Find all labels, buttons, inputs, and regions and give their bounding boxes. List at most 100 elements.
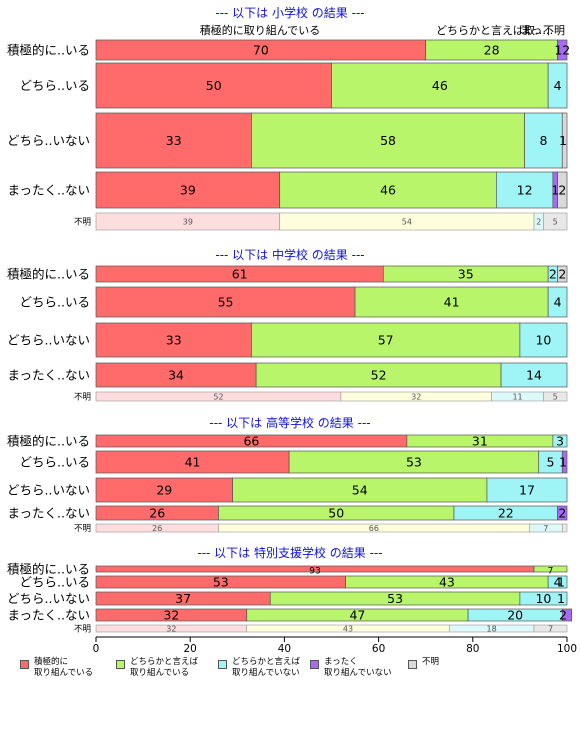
data-label: 39	[180, 183, 196, 198]
data-label: 32	[166, 625, 176, 634]
row-label: どちら..いる	[20, 295, 90, 310]
legend-label-c4: まったく 取り組んでいない	[324, 657, 392, 678]
row-label: 積極的に..いる	[7, 562, 90, 577]
data-label: 2	[536, 218, 541, 227]
legend-label-c3: どちらかと言えば 取り組んでいない	[232, 657, 301, 678]
data-label: 58	[380, 133, 396, 148]
data-label: 34	[168, 368, 184, 383]
bar-segment	[533, 565, 568, 573]
bar-segment	[557, 39, 568, 61]
bar-segment	[95, 112, 252, 169]
data-label: 53	[387, 591, 403, 606]
bar-segment	[331, 62, 549, 109]
data-label: 37	[175, 591, 191, 606]
row-label: 積極的に..いる	[7, 43, 90, 58]
row-label: 積極的に..いる	[7, 267, 90, 282]
row-label: どちら..いない	[7, 133, 90, 148]
row-label: 不明	[74, 393, 91, 403]
row-label: 不明	[74, 625, 91, 635]
bar-segment	[557, 171, 568, 209]
panel-header-label: 積極的に取り組んでいる	[200, 23, 320, 37]
data-label: 1	[559, 133, 567, 148]
data-label: 7	[548, 625, 553, 634]
data-label: 4	[554, 78, 562, 93]
data-label: 2	[549, 267, 557, 282]
data-label: 2	[558, 506, 566, 521]
data-label: 35	[458, 267, 474, 282]
legend-item-c2: どちらかと言えば 取り組んでいる	[116, 657, 198, 679]
panel-header-label: 不明	[543, 24, 565, 37]
bar-segment	[95, 477, 233, 503]
legend-label-c2: どちらかと言えば 取り組んでいる	[130, 657, 199, 678]
data-label: 55	[218, 295, 234, 310]
x-tick-label: 100	[557, 643, 577, 655]
bar-segment	[519, 591, 568, 606]
bar-segment	[547, 286, 568, 318]
panel-title: --- 以下は 小学校 の結果 ---	[215, 5, 364, 20]
bar-segment	[557, 505, 568, 521]
row-label: どちら..いる	[20, 78, 90, 93]
data-label: 52	[371, 368, 387, 383]
bar-segment	[95, 362, 257, 388]
bar-segment	[486, 477, 568, 503]
data-label: 66	[243, 434, 259, 449]
bar-segment	[95, 286, 356, 318]
data-label: 33	[166, 133, 182, 148]
data-label: 26	[149, 506, 165, 521]
data-label: 1	[557, 575, 565, 590]
legend-swatch-c1	[20, 660, 29, 669]
bar-segment	[95, 322, 252, 358]
data-label: 2	[558, 183, 566, 198]
panel-header-label: どちらかと言えば取…	[436, 24, 546, 37]
data-label: 50	[328, 506, 344, 521]
x-tick-label: 20	[184, 643, 197, 655]
panel-title: --- 以下は 中学校 の結果 ---	[215, 247, 364, 262]
bar-segment	[95, 62, 332, 109]
data-label: 53	[213, 575, 229, 590]
data-label: 14	[526, 368, 542, 383]
data-label: 7	[548, 567, 554, 577]
data-label: 43	[439, 575, 455, 590]
data-label: 4	[554, 575, 562, 590]
row-label: まったく..ない	[8, 183, 90, 198]
row-label: どちら..いる	[20, 455, 90, 470]
bar-segment	[354, 286, 549, 318]
bar-segment	[232, 477, 488, 503]
data-label: 26	[152, 524, 162, 533]
row-label: まったく..ない	[8, 368, 90, 383]
panel-title: --- 以下は 高等学校 の結果 ---	[209, 415, 370, 430]
legend-item-c5: 不明	[408, 657, 439, 669]
data-label: 12	[554, 43, 570, 58]
bar-segment	[557, 265, 568, 283]
data-label: 66	[369, 524, 379, 533]
data-label: 47	[349, 608, 365, 623]
row-label: どちら..いない	[7, 483, 90, 498]
data-label: 8	[539, 133, 547, 148]
data-label: 46	[380, 183, 396, 198]
data-label: 29	[156, 483, 172, 498]
row-label: 不明	[74, 524, 91, 534]
bar-segment	[519, 322, 568, 358]
legend-label-c5: 不明	[422, 657, 440, 667]
bar-segment	[533, 624, 568, 633]
data-label: 10	[535, 591, 551, 606]
x-tick-label: 60	[372, 643, 385, 655]
data-label: 93	[309, 567, 320, 577]
bar-segment	[255, 362, 502, 388]
data-label: 70	[253, 43, 269, 58]
panel-title: --- 以下は 特別支援学校 の結果 ---	[197, 545, 382, 560]
data-label: 5	[553, 218, 558, 227]
legend-item-c1: 積極的に 取り組んでいる	[20, 657, 93, 679]
bar-segment	[561, 608, 573, 622]
legend-swatch-c3	[218, 660, 227, 669]
bar-segment	[552, 434, 568, 448]
bar-segment	[547, 62, 568, 109]
x-tick-label: 0	[93, 643, 100, 655]
data-label: 17	[519, 483, 535, 498]
data-label: 54	[402, 218, 412, 227]
legend-item-c4: まったく 取り組んでいない	[310, 657, 392, 679]
data-label: 2	[558, 267, 566, 282]
legend-swatch-c4	[310, 660, 319, 669]
data-label: 53	[406, 455, 422, 470]
